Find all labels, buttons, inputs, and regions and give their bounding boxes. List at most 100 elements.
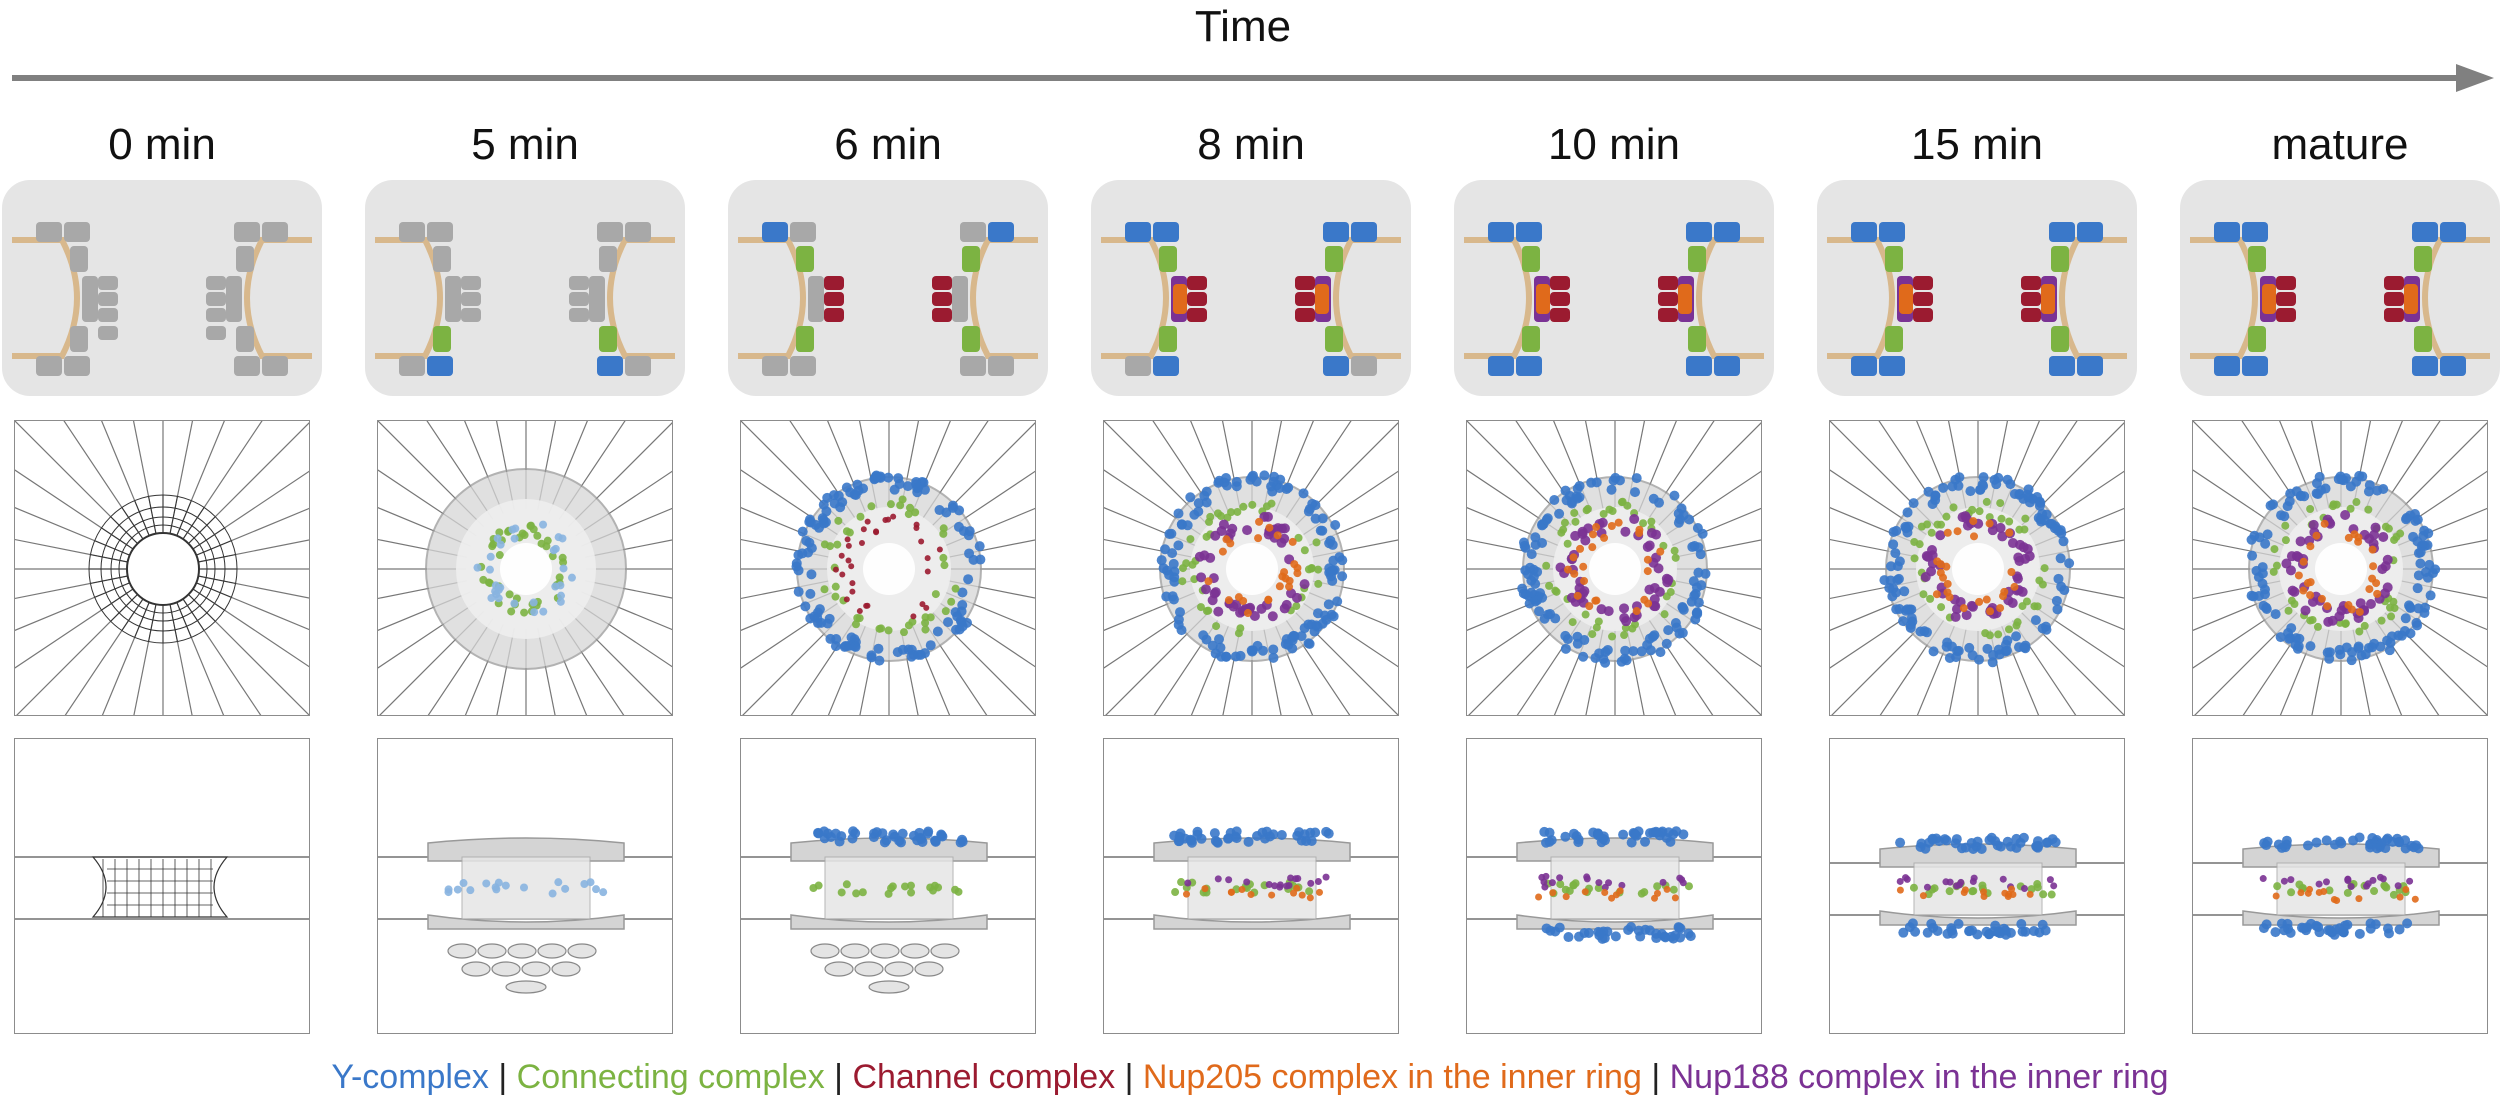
side-view-panel [740, 738, 1036, 1034]
outer-ring-subunit [1323, 356, 1349, 376]
legend-separator: | [498, 1058, 508, 1096]
inner-ring-subunit [2404, 284, 2418, 314]
time-arrow-icon [12, 64, 2494, 92]
outer-ring-subunit [1516, 222, 1542, 242]
outer-ring-subunit [2440, 356, 2466, 376]
pore-top-view-icon [1104, 421, 1398, 715]
outer-ring-subunit [2214, 356, 2240, 376]
channel-subunit [206, 276, 226, 290]
connecting-subunit [1325, 326, 1343, 352]
outer-ring-subunit [1714, 356, 1740, 376]
outer-ring-subunit [1851, 222, 1877, 242]
channel-subunit [932, 308, 952, 322]
channel-subunit [2021, 276, 2041, 290]
side-view-panel [1103, 738, 1399, 1034]
side-view-panel [14, 738, 310, 1034]
pore-side-view-icon [741, 826, 1035, 994]
inner-ring-subunit [1899, 284, 1913, 314]
channel-subunit [2384, 276, 2404, 290]
outer-ring-subunit [988, 222, 1014, 242]
membrane-icon [738, 237, 806, 359]
connecting-subunit [70, 246, 88, 272]
outer-ring-subunit [399, 222, 425, 242]
connecting-subunit [433, 326, 451, 352]
outer-ring-subunit [762, 222, 788, 242]
stage-label-0: 0 min [108, 120, 216, 169]
channel-subunit [1913, 276, 1933, 290]
pore-top-view-icon [378, 421, 672, 715]
connecting-subunit [962, 246, 980, 272]
side-view-row [0, 738, 2500, 1038]
legend-separator: | [1124, 1058, 1134, 1096]
pore-schematic-icon [738, 222, 1038, 376]
membrane-icon [1696, 237, 1764, 359]
outer-ring-subunit [988, 356, 1014, 376]
connecting-subunit [236, 326, 254, 352]
outer-ring-subunit [960, 356, 986, 376]
legend-channel-complex: Channel complex [852, 1058, 1116, 1096]
top-view-row [0, 420, 2500, 720]
membrane-icon [1827, 237, 1895, 359]
outer-ring-subunit [597, 222, 623, 242]
outer-ring-subunit [960, 222, 986, 242]
channel-subunit [1550, 276, 1570, 290]
inner-ring-subunit [810, 284, 824, 314]
inner-ring-subunit [84, 284, 98, 314]
connecting-subunit [2051, 246, 2069, 272]
outer-ring-subunit [762, 356, 788, 376]
channel-subunit [1295, 276, 1315, 290]
channel-subunit [1658, 308, 1678, 322]
inner-ring-subunit [589, 284, 603, 314]
legend-connecting-complex: Connecting complex [516, 1058, 825, 1096]
pore-schematic-icon [1827, 222, 2127, 376]
membrane-icon [1333, 237, 1401, 359]
connecting-subunit [433, 246, 451, 272]
membrane-icon [375, 237, 443, 359]
stage-label-1: 5 min [471, 120, 579, 169]
connecting-subunit [2248, 326, 2266, 352]
stage-label-2: 6 min [834, 120, 942, 169]
outer-ring-subunit [399, 356, 425, 376]
channel-subunit [569, 292, 589, 306]
channel-subunit [2021, 292, 2041, 306]
outer-ring-subunit [1516, 356, 1542, 376]
time-axis-title: Time [1194, 2, 1292, 51]
top-view-panel [14, 420, 310, 716]
connecting-subunit [1688, 246, 1706, 272]
channel-subunit [1913, 292, 1933, 306]
inner-ring-subunit [226, 284, 240, 314]
channel-subunit [98, 292, 118, 306]
outer-ring-subunit [1351, 356, 1377, 376]
outer-ring-subunit [36, 356, 62, 376]
channel-subunit [98, 308, 118, 322]
schematic-panel [365, 180, 685, 396]
channel-subunit [932, 292, 952, 306]
outer-ring-subunit [1488, 356, 1514, 376]
schematic-panel [1817, 180, 2137, 396]
outer-ring-subunit [1879, 356, 1905, 376]
inner-ring-subunit [447, 284, 461, 314]
channel-subunit [1187, 308, 1207, 322]
inner-ring-subunit [2041, 284, 2055, 314]
outer-ring-subunit [625, 356, 651, 376]
channel-subunit [206, 292, 226, 306]
pore-schematic-icon [1101, 222, 1401, 376]
connecting-subunit [2051, 326, 2069, 352]
connecting-subunit [599, 326, 617, 352]
outer-ring-subunit [427, 356, 453, 376]
outer-ring-subunit [1488, 222, 1514, 242]
inner-ring-subunit [952, 284, 966, 314]
pore-side-view-icon [378, 837, 672, 994]
connecting-subunit [1159, 246, 1177, 272]
legend-nup205-complex: Nup205 complex in the inner ring [1142, 1058, 1642, 1096]
pore-top-view-icon [2193, 421, 2487, 715]
outer-ring-subunit [64, 356, 90, 376]
channel-subunit [1295, 292, 1315, 306]
outer-ring-subunit [262, 356, 288, 376]
pore-schematic-icon [12, 222, 312, 376]
membrane-icon [244, 237, 312, 359]
connecting-subunit [1159, 326, 1177, 352]
outer-ring-subunit [64, 222, 90, 242]
channel-subunit [1550, 308, 1570, 322]
channel-subunit [824, 276, 844, 290]
